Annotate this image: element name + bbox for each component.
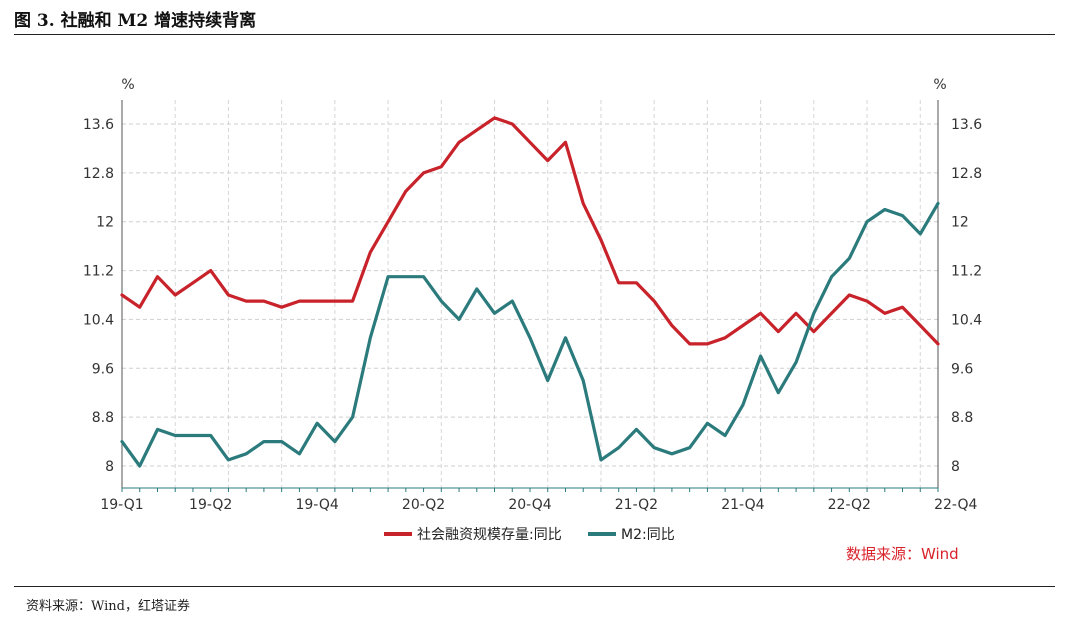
x-tick-label: 19-Q2	[189, 497, 232, 513]
y-unit-label-left: %	[121, 77, 134, 93]
series-lines	[120, 116, 940, 468]
y-tick-label-right: 8.8	[951, 410, 973, 426]
y-tick-label-left: 12	[96, 215, 114, 231]
y-unit-label-right: %	[933, 77, 946, 93]
grid-lines	[121, 100, 938, 488]
x-tick-label: 21-Q2	[615, 497, 658, 513]
y-tick-label-left: 10.4	[83, 312, 114, 328]
y-tick-label-left: 13.6	[83, 117, 114, 133]
x-tick-label: 22-Q4	[934, 497, 977, 513]
x-tick-label: 20-Q4	[508, 497, 551, 513]
legend-label-2: M2:同比	[621, 527, 675, 543]
x-tick-label: 22-Q2	[828, 497, 871, 513]
bottom-rule	[14, 586, 1055, 587]
y-tick-label-right: 13.6	[951, 117, 982, 133]
y-tick-label-left: 8.8	[92, 410, 114, 426]
x-tick-label: 19-Q1	[100, 497, 143, 513]
y-tick-label-left: 11.2	[83, 264, 114, 280]
y-tick-label-right: 9.6	[951, 361, 973, 377]
legend-label-1: 社会融资规模存量:同比	[417, 527, 562, 543]
x-tick-label: 21-Q4	[721, 497, 764, 513]
x-tick-label: 20-Q2	[402, 497, 445, 513]
y-tick-label-right: 11.2	[951, 264, 982, 280]
y-tick-label-right: 12	[951, 215, 969, 231]
x-tick-label: 19-Q4	[295, 497, 338, 513]
y-tick-label-left: 9.6	[92, 361, 114, 377]
series-line-1	[120, 116, 940, 346]
top-rule	[14, 34, 1055, 35]
data-source-label: 数据来源：Wind	[846, 545, 959, 563]
legend: 社会融资规模存量:同比 M2:同比	[384, 527, 675, 543]
y-tick-label-left: 8	[105, 459, 114, 475]
y-tick-label-right: 8	[951, 459, 960, 475]
source-note: 资料来源：Wind，红塔证券	[26, 599, 190, 614]
series-line-2	[120, 201, 940, 468]
axes: 8 8 8.8 8.8 9.6 9.6 10.4 10.4 11.2 11.2 12 12 12.8 12…	[83, 77, 982, 513]
y-tick-label-right: 10.4	[951, 312, 982, 328]
y-tick-label-left: 12.8	[83, 166, 114, 182]
figure-title: 图 3. 社融和 M2 增速持续背离	[14, 11, 257, 31]
y-tick-label-right: 12.8	[951, 166, 982, 182]
